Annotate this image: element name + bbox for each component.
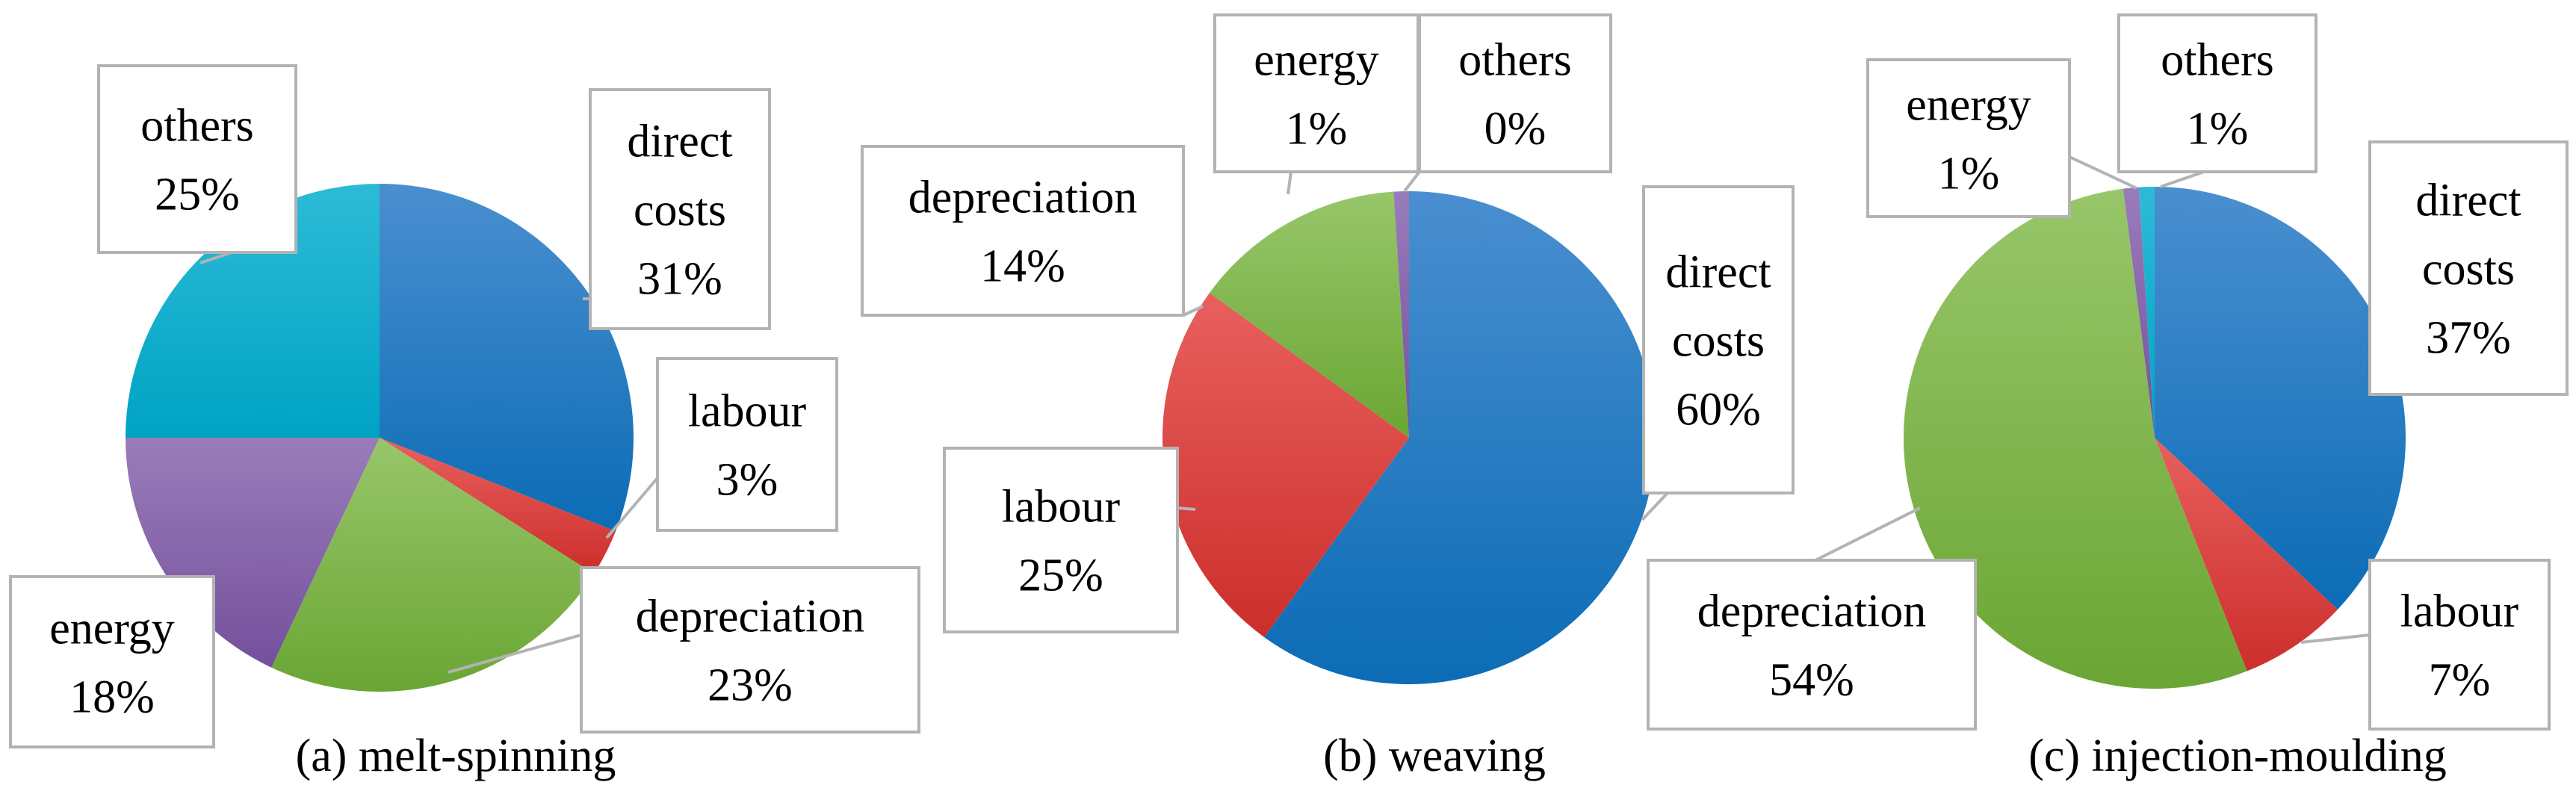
pie-chart-3: direct costs 37% labour 7% depreciation 54% ene… — [1647, 13, 2569, 781]
depreciation-callout: depreciation 14% — [861, 145, 1204, 317]
energy-label-text: energy — [1906, 80, 2031, 131]
labour-label-text: labour — [688, 386, 807, 437]
energy-label-text: energy — [1254, 35, 1379, 86]
depreciation-callout: depreciation 54% — [1647, 506, 1977, 731]
depreciation-label-text: depreciation — [1697, 586, 1926, 637]
depreciation-slice — [1903, 188, 2247, 689]
energy-label-box — [9, 575, 215, 748]
direct-costs-label-box — [2368, 140, 2569, 396]
energy-slice — [1393, 191, 1409, 438]
direct-costs-slice — [1264, 191, 1656, 684]
energy-callout: energy 1% — [1866, 58, 2137, 218]
labour-slice — [380, 438, 616, 574]
labour-leader-line — [2300, 633, 2371, 644]
pie-chart-2: direct costs 60% labour 25% depreciation 14% en… — [861, 13, 1795, 781]
others-label-text: 1% — [2187, 104, 2249, 155]
labour-label-box — [2368, 559, 2551, 731]
others-leader-line — [199, 251, 232, 264]
depreciation-leader-line — [448, 633, 582, 674]
others-leader-line — [2160, 170, 2205, 188]
depreciation-label-text: 23% — [708, 660, 793, 711]
direct-costs-label-text: 37% — [2426, 313, 2511, 364]
direct-costs-callout: direct costs 31% — [583, 88, 771, 330]
others-label-box — [2117, 13, 2318, 173]
others-label-text: 25% — [155, 170, 240, 220]
depreciation-leader-line — [1815, 506, 1921, 562]
labour-callout: labour 25% — [943, 447, 1196, 633]
energy-label-text: 1% — [1938, 149, 2000, 199]
energy-callout: energy 1% — [1213, 13, 1419, 195]
labour-label-text: 25% — [1018, 551, 1103, 601]
direct-costs-label-text: direct — [627, 117, 732, 167]
energy-label-box — [1866, 58, 2071, 218]
depreciation-label-text: 14% — [980, 241, 1065, 292]
depreciation-label-box — [580, 566, 920, 734]
direct-costs-leader-line — [1641, 492, 1669, 521]
direct-costs-label-box — [589, 88, 771, 330]
direct-costs-callout: direct costs 37% — [2368, 140, 2569, 396]
energy-label-text: 18% — [69, 672, 155, 723]
energy-leader-line — [1287, 171, 1292, 195]
energy-leader-line — [2069, 155, 2137, 190]
labour-slice — [1162, 293, 1409, 637]
chart-title: (a) melt-spinning — [296, 731, 616, 781]
depreciation-leader-line — [1183, 305, 1204, 317]
others-callout: others 1% — [2117, 13, 2318, 188]
depreciation-slice — [271, 438, 595, 692]
direct-costs-label-text: costs — [1672, 316, 1765, 367]
energy-slice — [2123, 187, 2155, 438]
others-slice — [126, 184, 380, 438]
pie-chart-1: direct costs 31% labour 3% depreciation 23% ene… — [9, 64, 920, 781]
labour-label-text: 7% — [2429, 655, 2491, 706]
depreciation-label-box — [861, 145, 1185, 317]
labour-label-box — [656, 357, 838, 532]
others-label-box — [1418, 13, 1612, 173]
depreciation-label-box — [1647, 559, 1977, 731]
labour-label-box — [943, 447, 1179, 633]
direct-costs-label-box — [1642, 185, 1795, 494]
others-label-box — [97, 64, 297, 254]
direct-costs-label-text: costs — [634, 185, 726, 236]
labour-callout: labour 3% — [605, 357, 838, 539]
others-label-text: others — [2161, 35, 2274, 86]
energy-label-text: 1% — [1286, 104, 1348, 155]
direct-costs-label-text: 60% — [1676, 385, 1761, 435]
others-leader-line — [1403, 170, 1421, 193]
direct-costs-slice — [380, 184, 634, 532]
direct-costs-slice — [2155, 187, 2406, 610]
direct-costs-label-text: direct — [2415, 176, 2521, 226]
labour-leader-line — [605, 477, 659, 539]
others-slice — [2138, 187, 2155, 438]
depreciation-label-text: depreciation — [636, 592, 864, 642]
labour-slice — [2155, 438, 2338, 672]
others-callout: others 0% — [1403, 13, 1612, 193]
depreciation-callout: depreciation 23% — [448, 566, 920, 734]
chart-title: (c) injection-moulding — [2028, 731, 2447, 781]
direct-costs-label-text: direct — [1665, 247, 1771, 298]
direct-costs-label-text: 31% — [637, 254, 722, 305]
others-label-text: 0% — [1484, 104, 1546, 155]
labour-label-text: labour — [2400, 586, 2519, 637]
depreciation-label-text: depreciation — [908, 173, 1137, 223]
others-callout: others 25% — [97, 64, 297, 264]
chart-title: (b) weaving — [1323, 731, 1546, 781]
depreciation-label-text: 54% — [1769, 655, 1854, 706]
depreciation-slice — [1210, 191, 1409, 438]
labour-label-text: labour — [1002, 482, 1121, 533]
others-label-text: others — [1458, 35, 1572, 86]
labour-leader-line — [1177, 506, 1196, 511]
energy-label-box — [1213, 13, 1419, 173]
energy-slice — [126, 438, 380, 668]
energy-label-text: energy — [49, 604, 175, 654]
labour-callout: labour 7% — [2300, 559, 2551, 731]
labour-label-text: 3% — [716, 455, 778, 506]
direct-costs-callout: direct costs 60% — [1641, 185, 1795, 521]
direct-costs-label-text: costs — [2422, 244, 2515, 295]
others-label-text: others — [140, 101, 254, 152]
energy-callout: energy 18% — [9, 575, 215, 748]
